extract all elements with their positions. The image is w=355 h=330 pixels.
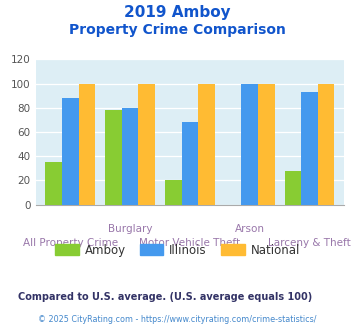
Legend: Amboy, Illinois, National: Amboy, Illinois, National <box>50 239 305 261</box>
Bar <box>138 83 155 205</box>
Bar <box>122 108 138 205</box>
Text: Arson: Arson <box>235 224 265 234</box>
Bar <box>258 83 275 205</box>
Text: Property Crime Comparison: Property Crime Comparison <box>69 23 286 37</box>
Text: 2019 Amboy: 2019 Amboy <box>124 5 231 20</box>
Bar <box>79 83 95 205</box>
Bar <box>45 162 62 205</box>
Bar <box>105 110 122 205</box>
Text: Compared to U.S. average. (U.S. average equals 100): Compared to U.S. average. (U.S. average … <box>18 292 312 302</box>
Text: Burglary: Burglary <box>108 224 152 234</box>
Bar <box>241 83 258 205</box>
Text: Motor Vehicle Theft: Motor Vehicle Theft <box>140 238 240 248</box>
Text: Larceny & Theft: Larceny & Theft <box>268 238 351 248</box>
Bar <box>62 98 79 205</box>
Text: All Property Crime: All Property Crime <box>23 238 118 248</box>
Bar <box>301 92 318 205</box>
Bar <box>165 181 182 205</box>
Bar <box>285 171 301 205</box>
Text: © 2025 CityRating.com - https://www.cityrating.com/crime-statistics/: © 2025 CityRating.com - https://www.city… <box>38 315 317 324</box>
Bar <box>318 83 334 205</box>
Bar <box>182 122 198 205</box>
Bar <box>198 83 215 205</box>
